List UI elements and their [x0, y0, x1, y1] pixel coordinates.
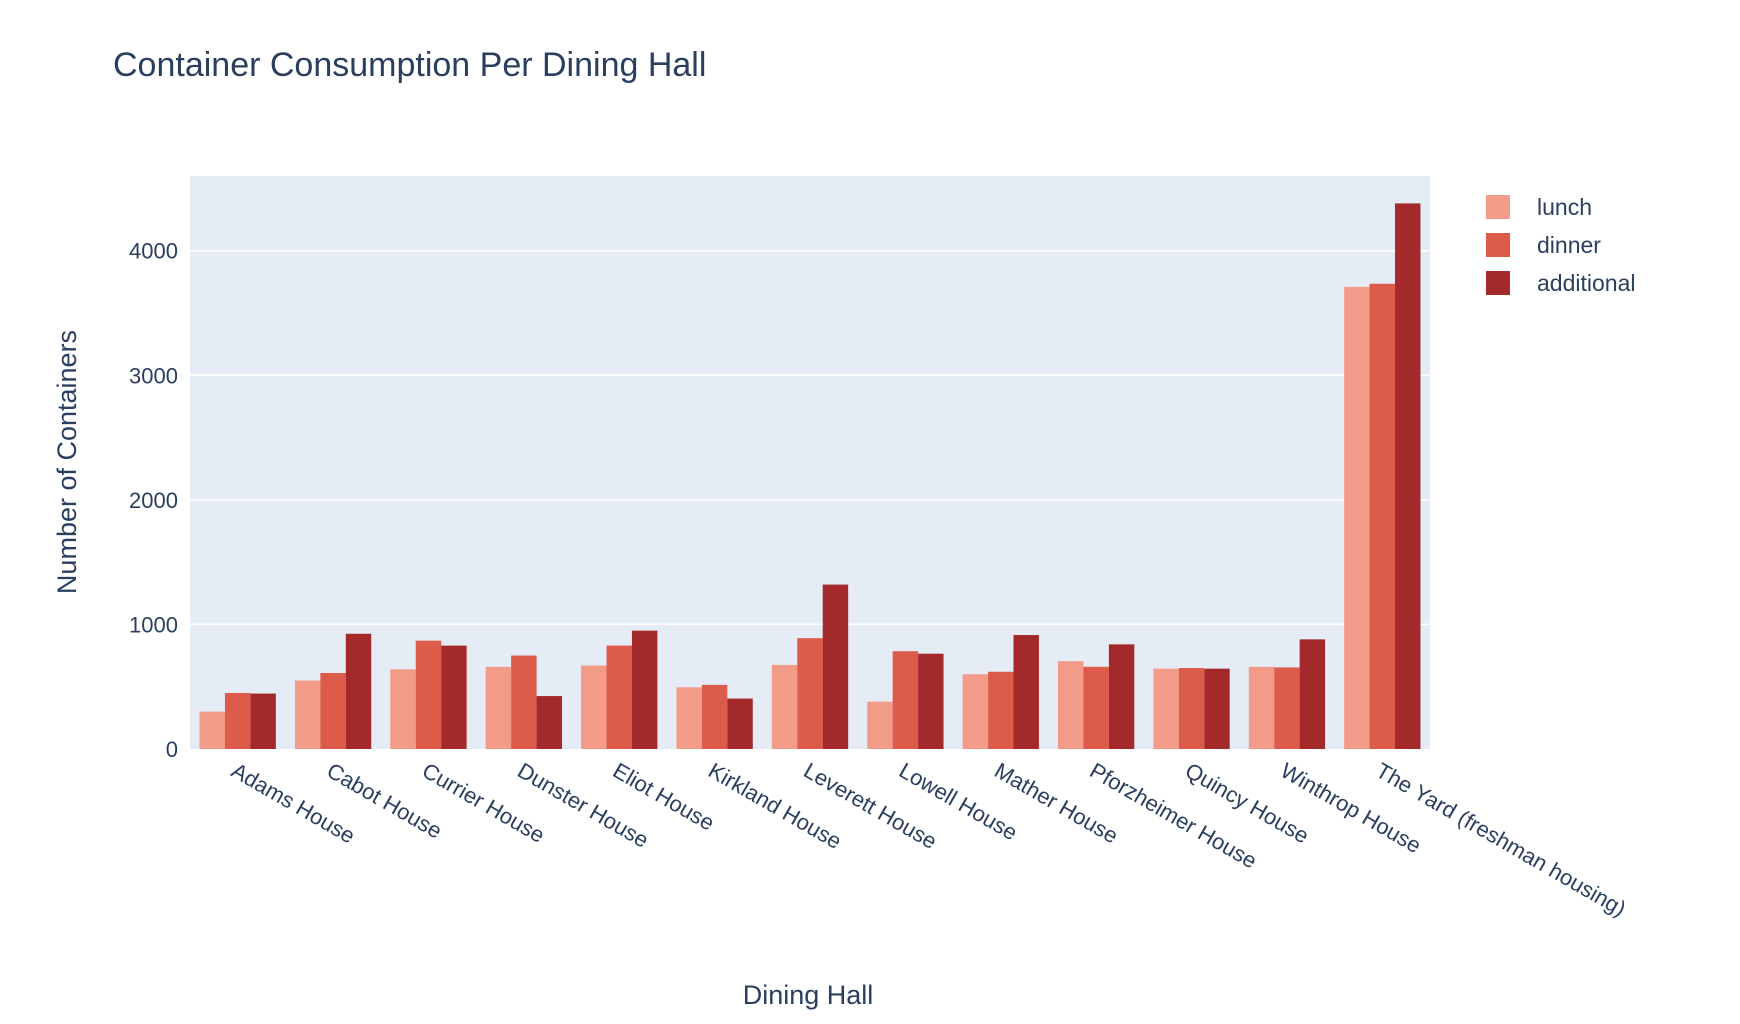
legend-swatch	[1486, 195, 1510, 219]
bars	[199, 203, 1421, 749]
gridlines	[190, 249, 1430, 626]
y-axis-title: Number of Containers	[52, 330, 82, 594]
bar-lunch[interactable]	[1248, 666, 1275, 749]
bar-dinner[interactable]	[1274, 667, 1300, 749]
legend-swatch	[1486, 271, 1510, 295]
bar-additional[interactable]	[631, 630, 658, 749]
y-tick-label: 1000	[129, 612, 178, 637]
bar-dinner[interactable]	[797, 638, 823, 749]
bar-dinner[interactable]	[415, 640, 442, 749]
bar-dinner[interactable]	[988, 671, 1014, 749]
bar-additional[interactable]	[1013, 635, 1039, 749]
bar-additional[interactable]	[822, 584, 849, 749]
bar-lunch[interactable]	[1344, 286, 1370, 749]
bar-lunch[interactable]	[676, 687, 702, 749]
bar-dinner[interactable]	[224, 692, 251, 749]
bar-additional[interactable]	[727, 698, 753, 749]
bar-additional[interactable]	[250, 693, 276, 749]
bar-additional[interactable]	[345, 633, 372, 749]
bar-lunch[interactable]	[199, 711, 225, 749]
legend-label: dinner	[1537, 232, 1601, 258]
y-tick-label: 3000	[129, 363, 178, 388]
bar-dinner[interactable]	[1083, 666, 1109, 749]
bar-dinner[interactable]	[892, 651, 919, 749]
legend-item-lunch[interactable]: lunch	[1486, 194, 1592, 220]
bar-dinner[interactable]	[1369, 283, 1396, 749]
y-tick-label: 4000	[129, 239, 178, 264]
legend[interactable]: lunch dinner additional	[1486, 194, 1635, 296]
bar-lunch[interactable]	[1058, 661, 1084, 749]
bar-lunch[interactable]	[485, 666, 512, 749]
legend-swatch	[1486, 233, 1510, 257]
bar-lunch[interactable]	[1153, 668, 1179, 749]
bar-additional[interactable]	[1395, 203, 1421, 749]
legend-item-additional[interactable]: additional	[1486, 270, 1635, 296]
legend-item-dinner[interactable]: dinner	[1486, 232, 1601, 258]
bar-additional[interactable]	[918, 653, 944, 749]
x-axis-title: Dining Hall	[743, 980, 874, 1010]
bar-additional[interactable]	[536, 696, 562, 749]
bar-dinner[interactable]	[701, 684, 728, 749]
chart-title: Container Consumption Per Dining Hall	[113, 46, 706, 84]
bar-dinner[interactable]	[606, 645, 632, 749]
bar-additional[interactable]	[441, 645, 467, 749]
bar-lunch[interactable]	[867, 701, 893, 749]
bar-lunch[interactable]	[294, 680, 321, 749]
bar-additional[interactable]	[1299, 639, 1326, 749]
x-tick-label: Pforzheimer House	[1086, 758, 1262, 874]
y-tick-label: 0	[166, 737, 178, 762]
bar-lunch[interactable]	[581, 665, 607, 749]
bar-dinner[interactable]	[1178, 668, 1205, 749]
bar-dinner[interactable]	[511, 655, 537, 749]
bar-lunch[interactable]	[390, 669, 416, 749]
bar-additional[interactable]	[1108, 644, 1135, 749]
legend-label: additional	[1537, 270, 1635, 296]
bar-lunch[interactable]	[771, 664, 798, 749]
y-axis-ticks: 0 1000 2000 3000 4000	[129, 239, 178, 762]
y-tick-label: 2000	[129, 488, 178, 513]
legend-label: lunch	[1537, 194, 1592, 220]
bar-dinner[interactable]	[320, 673, 346, 749]
bar-lunch[interactable]	[962, 674, 989, 749]
bar-additional[interactable]	[1204, 668, 1230, 749]
